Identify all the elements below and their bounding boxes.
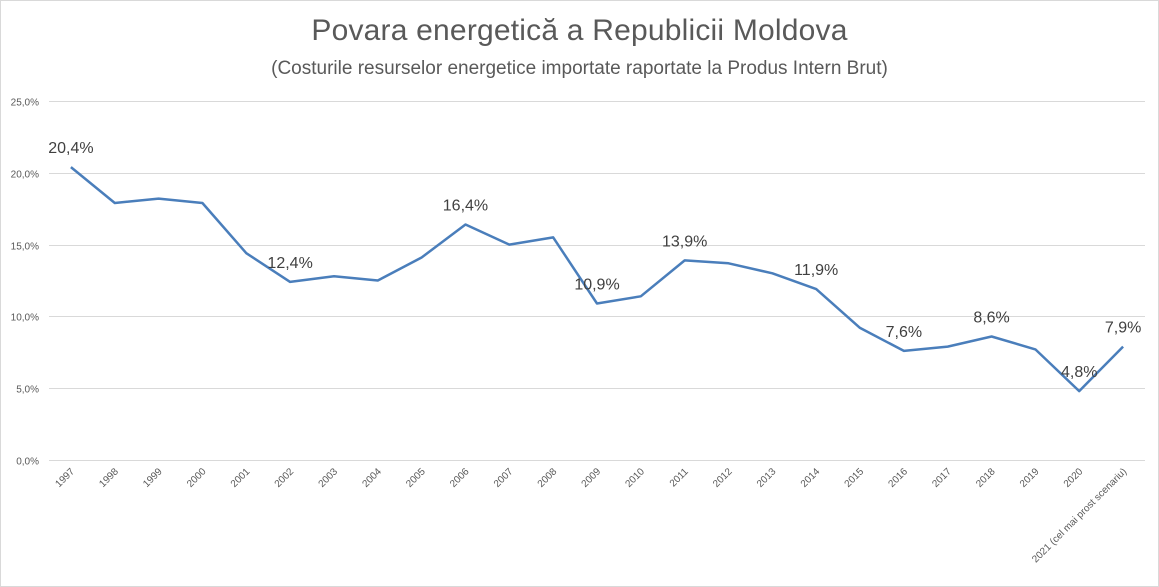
- data-label: 8,6%: [973, 310, 1009, 327]
- x-tick-label: 2014: [799, 466, 823, 490]
- x-tick-label: 2002: [273, 466, 297, 490]
- x-tick-label: 2016: [886, 466, 910, 490]
- x-tick-label: 2009: [580, 466, 604, 490]
- x-tick-label: 2012: [711, 466, 735, 490]
- data-label: 13,9%: [662, 233, 707, 250]
- data-labels: 20,4% 12,4% 16,4% 10,9% 13,9% 11,9% 7,6% 8,6% 4,…: [48, 140, 1141, 381]
- y-tick-label: 5,0%: [16, 385, 39, 396]
- x-tick-label: 2003: [317, 466, 341, 490]
- x-tick-label: 2018: [974, 466, 998, 490]
- x-tick-label: 2001: [229, 466, 253, 490]
- data-label: 7,6%: [886, 324, 922, 341]
- x-axis: 1997 1998 1999 2000 2001 2002 2003 2004 2005 2006…: [54, 466, 1130, 565]
- gridlines: [49, 101, 1145, 461]
- y-tick-label: 0,0%: [16, 457, 39, 468]
- data-label: 12,4%: [267, 255, 312, 272]
- data-label: 4,8%: [1061, 364, 1097, 381]
- y-tick-label: 10,0%: [11, 313, 39, 324]
- data-label: 16,4%: [443, 197, 488, 214]
- series: [70, 166, 1124, 393]
- x-tick-label: 2011: [668, 466, 691, 489]
- x-tick-label: 2006: [448, 466, 472, 490]
- x-tick-label: 2007: [492, 466, 516, 490]
- x-tick-label: 2021 (cel mai prost scenariu): [1030, 466, 1129, 565]
- x-tick-label: 1998: [97, 466, 121, 490]
- x-tick-label: 2020: [1062, 466, 1086, 490]
- chart-title: Povara energetică a Republicii Moldova: [311, 14, 848, 47]
- y-tick-label: 15,0%: [11, 242, 39, 253]
- y-axis: 0,0% 5,0% 10,0% 15,0% 20,0% 25,0%: [11, 98, 39, 468]
- data-label: 10,9%: [574, 276, 619, 293]
- x-tick-label: 2019: [1018, 466, 1042, 490]
- x-tick-label: 2015: [843, 466, 867, 490]
- data-label: 11,9%: [794, 262, 838, 279]
- chart-subtitle: (Costurile resurselor energetice importa…: [271, 58, 888, 79]
- x-tick-label: 2010: [623, 466, 647, 490]
- data-label: 20,4%: [48, 140, 93, 157]
- x-tick-label: 2013: [755, 466, 779, 490]
- x-tick-label: 2004: [360, 466, 384, 490]
- x-tick-label: 1997: [54, 466, 78, 490]
- y-tick-label: 20,0%: [11, 170, 39, 181]
- data-label: 7,9%: [1105, 320, 1141, 337]
- y-tick-label: 25,0%: [11, 98, 39, 109]
- x-tick-label: 2008: [536, 466, 560, 490]
- x-tick-label: 2000: [185, 466, 209, 490]
- x-tick-label: 1999: [141, 466, 165, 490]
- x-tick-label: 2017: [930, 466, 954, 490]
- x-tick-label: 2005: [404, 466, 428, 490]
